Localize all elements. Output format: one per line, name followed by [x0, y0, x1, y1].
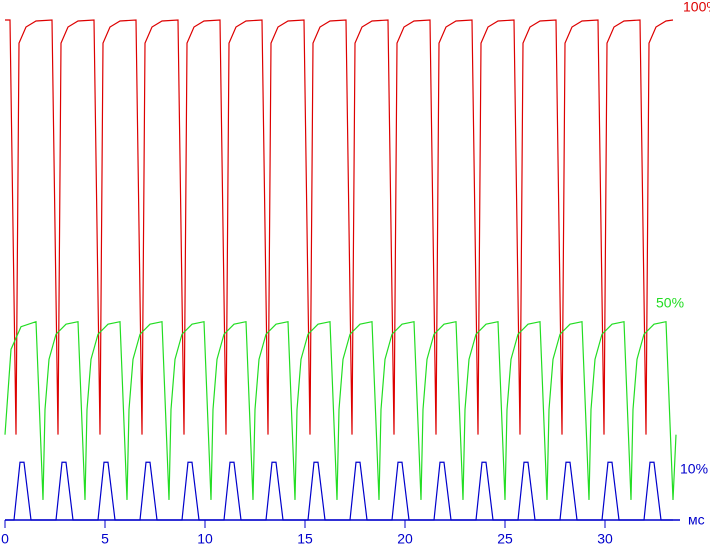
series-line [5, 461, 673, 521]
series-label: 100% [683, 0, 710, 15]
x-tick-label: 20 [397, 531, 413, 547]
x-tick-label: 5 [101, 531, 109, 547]
series-label: 50% [656, 295, 684, 311]
x-tick-label: 25 [497, 531, 513, 547]
x-tick-label: 30 [597, 531, 613, 547]
series-line [5, 19, 674, 435]
x-axis-label: мс [688, 512, 705, 528]
x-tick-label: 15 [297, 531, 313, 547]
series-line [4, 320, 677, 500]
x-tick-label: 0 [1, 531, 9, 547]
series-label: 10% [680, 461, 708, 477]
x-tick-label: 10 [197, 531, 213, 547]
